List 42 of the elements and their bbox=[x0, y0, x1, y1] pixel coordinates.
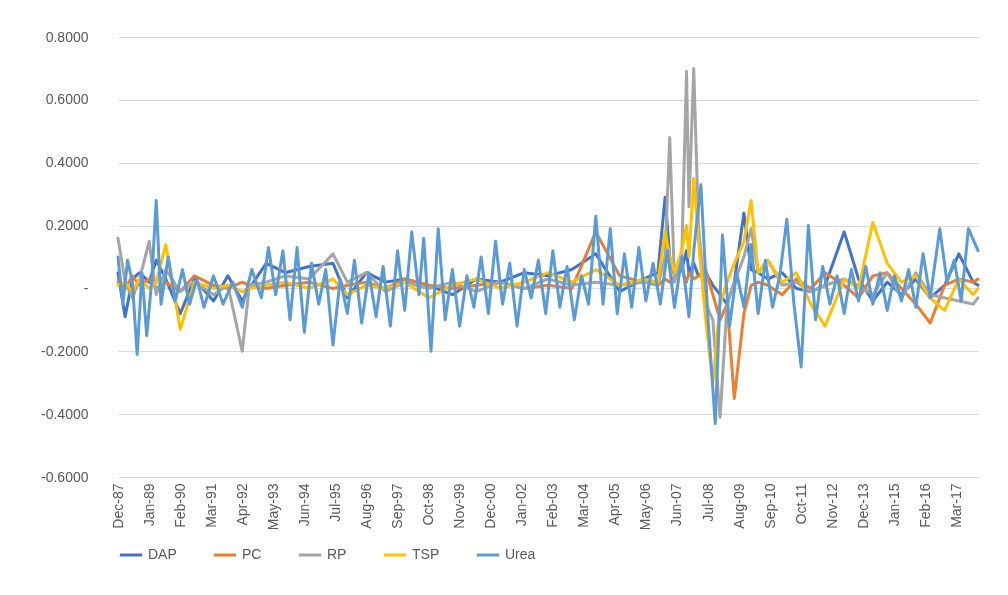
y-tick-label: 0.8000 bbox=[45, 28, 89, 45]
x-tick-label: May-93 bbox=[264, 483, 281, 531]
x-tick-label: Dec-00 bbox=[482, 483, 499, 529]
x-tick-label: Feb-90 bbox=[171, 483, 188, 528]
x-tick-label: Mar-91 bbox=[202, 483, 219, 528]
legend-label: TSP bbox=[412, 546, 440, 562]
x-tick-label: Feb-16 bbox=[917, 483, 933, 528]
line-series bbox=[116, 183, 980, 426]
y-tick-label: -0.4000 bbox=[41, 405, 89, 422]
x-tick-label: Apr-05 bbox=[606, 483, 623, 526]
legend-label: Urea bbox=[505, 546, 536, 562]
x-tick-label: Jan-15 bbox=[885, 483, 902, 527]
x-tick-label: Dec-13 bbox=[854, 483, 871, 529]
legend-label: DAP bbox=[148, 546, 177, 562]
x-tick-label: Jul-95 bbox=[326, 483, 343, 522]
x-tick-label: Oct-98 bbox=[420, 483, 437, 526]
x-tick-label: Mar-17 bbox=[947, 483, 964, 528]
legend-label: PC bbox=[242, 546, 262, 562]
y-tick-label: 0.4000 bbox=[45, 154, 89, 171]
y-tick-label: 0.6000 bbox=[45, 91, 89, 108]
x-tick-label: Jul-08 bbox=[699, 483, 716, 522]
x-tick-label: Oct-11 bbox=[792, 483, 809, 525]
x-tick-label: Apr-92 bbox=[233, 483, 250, 526]
x-tick-label: Jun-07 bbox=[668, 483, 685, 527]
x-tick-label: Nov-12 bbox=[823, 483, 840, 529]
y-tick-label: 0.2000 bbox=[45, 217, 89, 234]
x-tick-label: Jan-02 bbox=[513, 483, 530, 527]
x-tick-label: Jun-94 bbox=[295, 483, 312, 527]
y-tick-label: -0.2000 bbox=[41, 342, 89, 359]
x-tick-label: Nov-99 bbox=[451, 483, 468, 529]
x-tick-label: Dec-87 bbox=[109, 483, 126, 529]
legend-label: RP bbox=[327, 546, 347, 562]
x-tick-label: Aug-09 bbox=[730, 483, 747, 529]
x-tick-label: Sep-10 bbox=[761, 483, 778, 529]
x-tick-label: Mar-04 bbox=[575, 483, 592, 528]
y-tick-label: -0.6000 bbox=[41, 468, 89, 485]
x-tick-label: Jan-89 bbox=[140, 483, 157, 527]
x-tick-label: Feb-03 bbox=[544, 483, 561, 528]
x-tick-label: May-06 bbox=[637, 483, 654, 531]
x-tick-label: Sep-97 bbox=[389, 483, 406, 529]
y-tick-label: - bbox=[83, 279, 89, 296]
x-tick-label: Aug-96 bbox=[357, 483, 374, 529]
